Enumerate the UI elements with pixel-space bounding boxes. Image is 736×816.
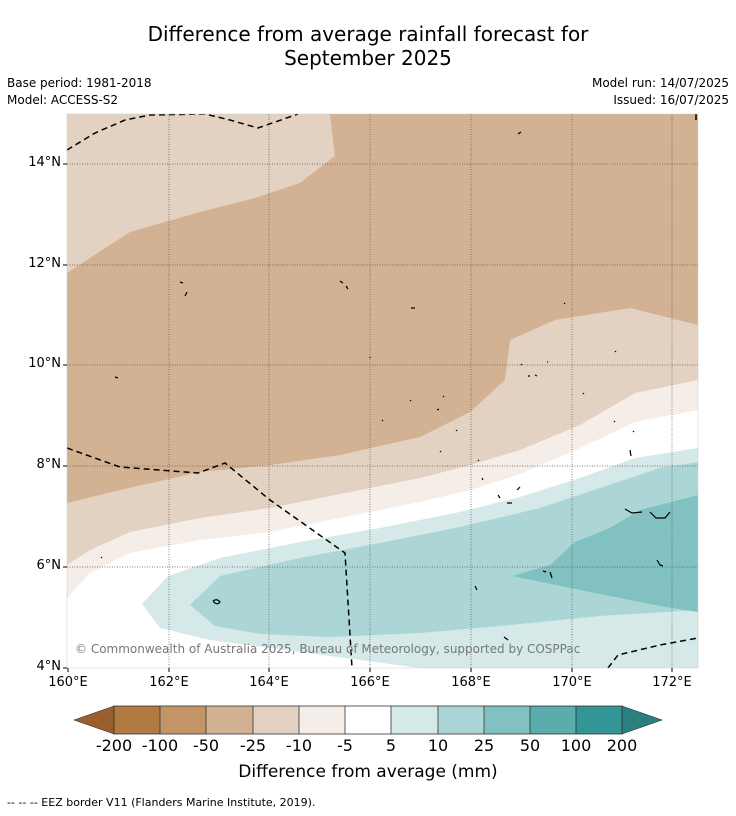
colorbar-tick: -100 [141,736,179,755]
model-info: Base period: 1981-2018 Model: ACCESS-S2 [7,75,152,109]
colorbar-tick: 50 [519,736,541,755]
colorbar-band-5-10 [391,706,438,734]
band-minus25-minus10-north [67,114,335,273]
colorbar-band-minus200-minus100 [114,706,160,734]
colorbar-title: Difference from average (mm) [238,762,498,782]
colorbar-tick: -50 [192,736,220,755]
colorbar-tick: 25 [473,736,495,755]
colorbar-extend-low [73,705,115,735]
run-info: Model run: 14/07/2025 Issued: 16/07/2025 [592,75,729,109]
colorbar-tick: -10 [285,736,313,755]
colorbar-band-50-100 [530,706,576,734]
colorbar-band-minus10-minus5 [299,706,345,734]
colorbar-tick: -200 [95,736,133,755]
colorbar-band-minus5-5 [345,706,391,734]
eez-borders [67,114,698,668]
lon-label-160e: 160°E [48,675,88,690]
map-frame [66,113,699,669]
colorbar [73,705,663,735]
colorbar-band-minus100-minus50 [160,706,206,734]
lat-label-8n: 8°N [36,457,62,472]
map-plot [67,114,698,668]
lat-label-6n: 6°N [36,558,62,573]
model-run-date: Model run: 14/07/2025 [591,76,729,90]
copyright-notice: © Commonwealth of Australia 2025, Bureau… [75,642,581,656]
lon-label-166e: 166°E [350,675,390,690]
lon-label-172e: 172°E [652,675,692,690]
lon-label-162e: 162°E [149,675,189,690]
colorbar-band-minus50-minus25 [206,706,253,734]
axis-ticks [63,163,673,672]
lat-label-14n: 14°N [28,155,61,170]
colorbar-tick: 10 [427,736,449,755]
colorbar-band-minus25-minus10 [253,706,299,734]
lat-label-10n: 10°N [28,356,61,371]
colorbar-outline [113,705,623,735]
base-period: Base period: 1981-2018 [7,76,152,90]
model-name: Model: ACCESS-S2 [7,93,119,107]
colorbar-dividers [159,706,577,734]
map-title: Difference from average rainfall forecas… [0,22,736,70]
title-line-1: Difference from average rainfall forecas… [147,22,589,46]
lat-label-12n: 12°N [28,256,61,271]
colorbar-extend-high [621,705,663,735]
eez-footnote: -- -- -- EEZ border V11 (Flanders Marine… [7,796,316,809]
colorbar-tick: 100 [560,736,592,755]
colorbar-tick: -5 [337,736,353,755]
lat-label-4n: 4°N [36,659,62,674]
title-line-2: September 2025 [284,46,452,70]
colorbar-tick: 5 [385,736,397,755]
colorbar-band-25-50 [484,706,530,734]
islands [100,131,671,641]
lon-label-168e: 168°E [451,675,491,690]
colorbar-band-10-25 [438,706,484,734]
lon-label-164e: 164°E [249,675,289,690]
issued-date: Issued: 16/07/2025 [613,93,729,107]
colorbar-tick: -25 [239,736,267,755]
colorbar-tick: 200 [606,736,638,755]
colorbar-band-100-200 [576,706,622,734]
lon-label-170e: 170°E [552,675,592,690]
band-10-25 [190,462,698,637]
band-25-50 [512,495,698,612]
graticule [67,114,698,668]
